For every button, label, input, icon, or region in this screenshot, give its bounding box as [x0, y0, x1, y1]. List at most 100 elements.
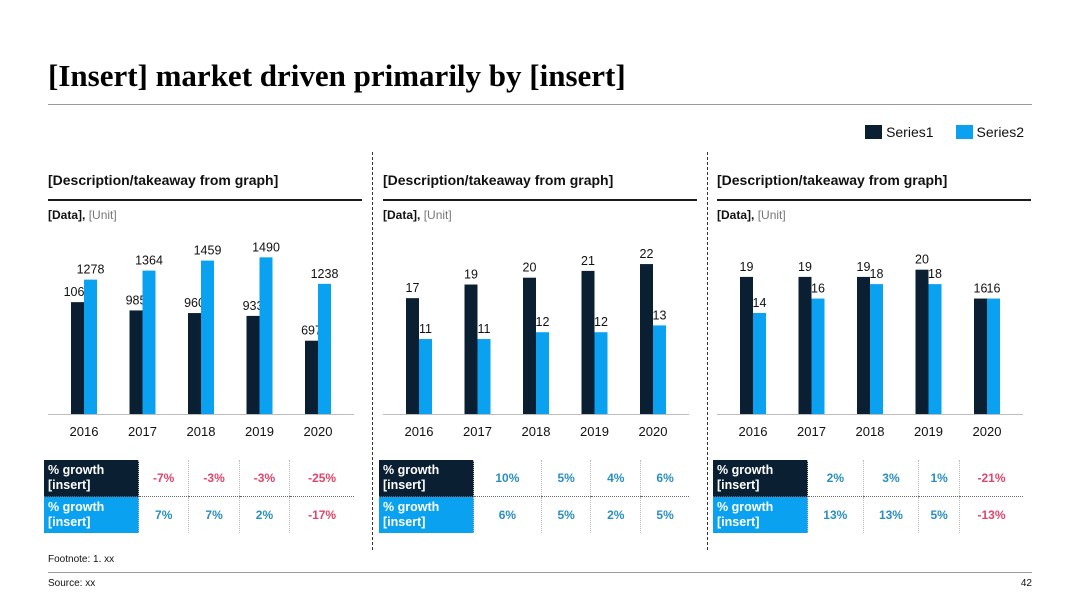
bar-series2-2016: [753, 312, 766, 414]
bar-series2-2020: [318, 283, 331, 414]
growth-label-line2: [insert]: [48, 478, 91, 492]
data-unit-label: [Data], [Unit]: [383, 208, 452, 222]
growth-row-series1: % growth [insert] -7% -3% -3% -25%: [44, 460, 354, 497]
x-tick-label: 2020: [973, 424, 1002, 439]
data-label-series2-2016: 11: [419, 322, 432, 336]
bar-series1-2019: [915, 269, 929, 414]
growth-cell: 5%: [640, 496, 689, 533]
bar-series1-2017: [798, 276, 812, 414]
growth-cell: 4%: [590, 460, 641, 497]
data-unit-label: [Data], [Unit]: [717, 208, 786, 222]
data-label-series1-2020: 697: [301, 324, 322, 338]
chart-panel-2: [Description/takeaway from graph] [Data]…: [379, 168, 697, 548]
data-label-series1-2019: 21: [581, 254, 595, 268]
description-rule: [383, 199, 697, 201]
panel-divider-2: [707, 152, 708, 550]
unit-label: [Unit]: [423, 208, 452, 222]
growth-cell: 6%: [640, 460, 689, 497]
x-tick-label: 2019: [914, 424, 943, 439]
data-label-series2-2018: 1459: [194, 244, 222, 258]
chart-panel-1: [Description/takeaway from graph] [Data]…: [44, 168, 362, 548]
legend-series1-swatch: [865, 125, 883, 139]
data-label-series1-2016: 19: [740, 260, 754, 274]
x-tick-label: 2017: [128, 424, 157, 439]
data-label-series1-2017: 985: [126, 293, 147, 307]
page-number: 42: [1020, 578, 1032, 589]
legend-series2-label: Series2: [976, 124, 1024, 140]
description-rule: [48, 199, 362, 201]
data-label-series2-2017: 16: [811, 282, 825, 296]
bar-series2-2019: [594, 332, 608, 414]
data-label-series1-2019: 20: [915, 253, 929, 267]
growth-cell: 5%: [918, 496, 960, 533]
growth-cell: 13%: [807, 496, 864, 533]
growth-cell: -3%: [238, 460, 290, 497]
growth-label-line2: [insert]: [717, 478, 760, 492]
data-label: [Data],: [48, 208, 86, 222]
data-label-series1-2016: 17: [406, 281, 420, 295]
growth-label-line1: % growth: [717, 500, 774, 514]
x-tick-label: 2019: [245, 424, 274, 439]
bar-series1-2017: [464, 284, 478, 414]
growth-table-2: % growth [insert] 10% 5% 4% 6% % growth [i…: [379, 460, 689, 533]
bar-series2-2017: [477, 339, 491, 414]
bar-series2-2018: [201, 260, 214, 414]
growth-cell: -21%: [959, 460, 1023, 497]
growth-cell: 6%: [473, 496, 542, 533]
growth-row-label: % growth [insert]: [44, 460, 139, 497]
growth-cell: 13%: [862, 496, 919, 533]
panel-description: [Description/takeaway from graph]: [717, 172, 948, 188]
data-label-series1-2018: 960: [184, 296, 205, 310]
panel-description: [Description/takeaway from graph]: [48, 172, 279, 188]
data-label-series2-2017: 11: [478, 322, 491, 336]
growth-cell: -17%: [289, 496, 354, 533]
growth-cell: -3%: [188, 460, 240, 497]
page-title: [Insert] market driven primarily by [ins…: [48, 58, 626, 93]
legend-series2: Series2: [955, 124, 1024, 140]
growth-label-line1: % growth: [48, 500, 105, 514]
x-tick-label: 2018: [522, 424, 551, 439]
growth-cell: -7%: [137, 460, 189, 497]
bar-series1-2019: [581, 270, 595, 414]
data-label: [Data],: [717, 208, 755, 222]
bar-series1-2020: [640, 264, 653, 414]
x-tick-label: 2017: [463, 424, 492, 439]
data-label-series2-2018: 12: [536, 315, 550, 329]
bar-series1-2017: [129, 310, 143, 414]
description-rule: [717, 199, 1031, 201]
x-tick-label: 2016: [739, 424, 768, 439]
growth-table-1: % growth [insert] -7% -3% -3% -25% % grow…: [44, 460, 354, 533]
legend-series2-swatch: [955, 125, 973, 139]
data-label: [Data],: [383, 208, 421, 222]
growth-row-label: % growth [insert]: [379, 460, 474, 497]
growth-cell: 7%: [188, 496, 240, 533]
panel-divider-1: [372, 152, 373, 550]
growth-cell: 5%: [540, 460, 591, 497]
bar-series2-2017: [811, 298, 825, 414]
data-label-series2-2020: 13: [653, 308, 667, 322]
growth-cell: 10%: [473, 460, 542, 497]
bar-series2-2016: [419, 339, 432, 414]
growth-row-series2: % growth [insert] 13% 13% 5% -13%: [713, 496, 1023, 533]
growth-row-series1: % growth [insert] 2% 3% 1% -21%: [713, 460, 1023, 497]
growth-label-line2: [insert]: [383, 515, 426, 529]
bar-series1-2018: [188, 313, 201, 414]
growth-row-label: % growth [insert]: [44, 496, 139, 533]
growth-table-3: % growth [insert] 2% 3% 1% -21% % growth[…: [713, 460, 1023, 533]
x-tick-label: 2020: [639, 424, 668, 439]
bar-series2-2017: [142, 270, 156, 414]
x-tick-label: 2018: [856, 424, 885, 439]
growth-row-series1: % growth [insert] 10% 5% 4% 6%: [379, 460, 689, 497]
x-tick-label: 2019: [580, 424, 609, 439]
data-label-series1-2019: 933: [243, 299, 264, 313]
data-label-series2-2020: 16: [987, 282, 1001, 296]
chart-panel-3: [Description/takeaway from graph] [Data]…: [713, 168, 1031, 548]
bar-series1-2016: [740, 276, 753, 414]
growth-cell: -13%: [959, 496, 1023, 533]
bar-series2-2018: [870, 284, 883, 414]
unit-label: [Unit]: [88, 208, 117, 222]
growth-label-line2: [insert]: [717, 515, 760, 529]
bar-chart-2: 17 11 2016 19 11 2017 20 12 2018 21 12 2019 22 13 2020: [383, 247, 689, 439]
growth-label-line2: [insert]: [48, 515, 91, 529]
